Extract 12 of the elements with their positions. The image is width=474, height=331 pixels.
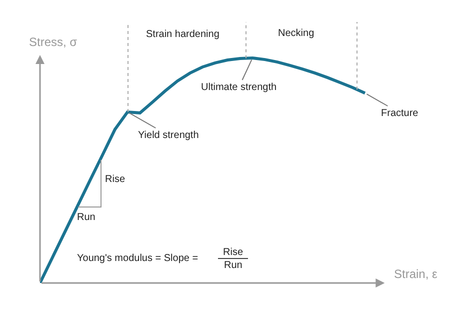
annotation: Yield strength xyxy=(138,130,199,141)
annotation: Young's modulus = Slope = xyxy=(77,253,198,264)
text: Strain hardening xyxy=(146,29,220,40)
annotation: Fracture xyxy=(381,108,419,119)
y-axis-title: Stress, σ xyxy=(29,35,78,49)
x-axis-title: Strain, ε xyxy=(394,267,438,281)
annotation: Rise xyxy=(105,174,126,185)
text: Necking xyxy=(278,28,314,39)
annotation: Run xyxy=(77,212,96,223)
annotation: Ultimate strength xyxy=(201,82,277,93)
annotation: Run xyxy=(224,260,242,271)
annotation: Rise xyxy=(223,247,244,258)
